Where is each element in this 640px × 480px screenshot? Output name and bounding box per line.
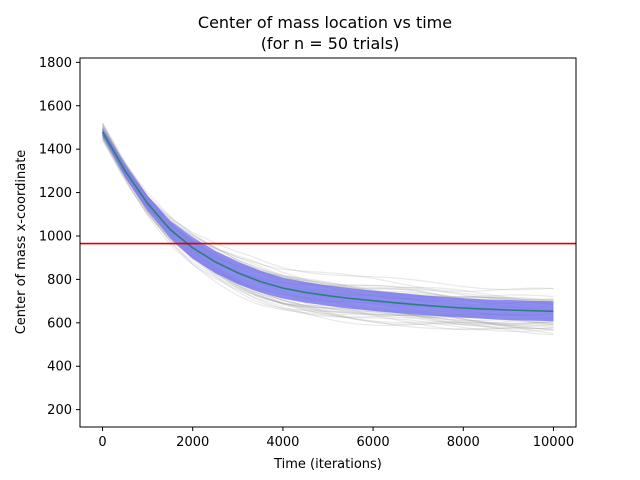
trial-line bbox=[101, 136, 554, 329]
std-band bbox=[102, 127, 554, 322]
x-tick-label: 10000 bbox=[533, 435, 574, 450]
x-tick-label: 0 bbox=[98, 435, 106, 450]
y-tick-label: 1200 bbox=[39, 186, 72, 201]
y-tick-label: 1400 bbox=[39, 143, 72, 158]
trial-line bbox=[101, 123, 554, 335]
trial-line bbox=[101, 126, 554, 304]
trial-line bbox=[102, 129, 554, 292]
trial-line bbox=[101, 133, 554, 336]
trial-line bbox=[101, 134, 554, 330]
x-tick-label: 6000 bbox=[357, 435, 390, 450]
trial-line bbox=[101, 134, 554, 291]
chart-subtitle: (for n = 50 trials) bbox=[261, 34, 400, 53]
trial-line bbox=[101, 131, 554, 331]
chart-title: Center of mass location vs time bbox=[198, 13, 452, 32]
plot-area bbox=[80, 122, 576, 336]
trial-line bbox=[101, 131, 554, 301]
mean-line bbox=[101, 131, 554, 313]
y-tick-label: 200 bbox=[47, 403, 72, 418]
x-axis-label: Time (iterations) bbox=[273, 457, 382, 472]
x-tick-label: 2000 bbox=[176, 435, 209, 450]
y-tick-label: 800 bbox=[47, 273, 72, 288]
axes-frame bbox=[79, 57, 577, 428]
y-tick-label: 1000 bbox=[39, 229, 72, 244]
y-tick-label: 400 bbox=[47, 360, 72, 375]
y-axis: 200 400 600 800 1000 1200 1400 1600 1800 bbox=[39, 56, 80, 418]
y-tick-label: 600 bbox=[47, 316, 72, 331]
y-tick-label: 1600 bbox=[39, 99, 72, 114]
trial-line bbox=[101, 131, 554, 305]
y-tick-label: 1800 bbox=[39, 56, 72, 71]
x-tick-label: 4000 bbox=[266, 435, 299, 450]
y-axis-label: Center of mass x-coordinate bbox=[14, 150, 29, 335]
x-tick-label: 8000 bbox=[447, 435, 480, 450]
x-axis: 0 2000 4000 6000 8000 10000 bbox=[98, 427, 574, 450]
